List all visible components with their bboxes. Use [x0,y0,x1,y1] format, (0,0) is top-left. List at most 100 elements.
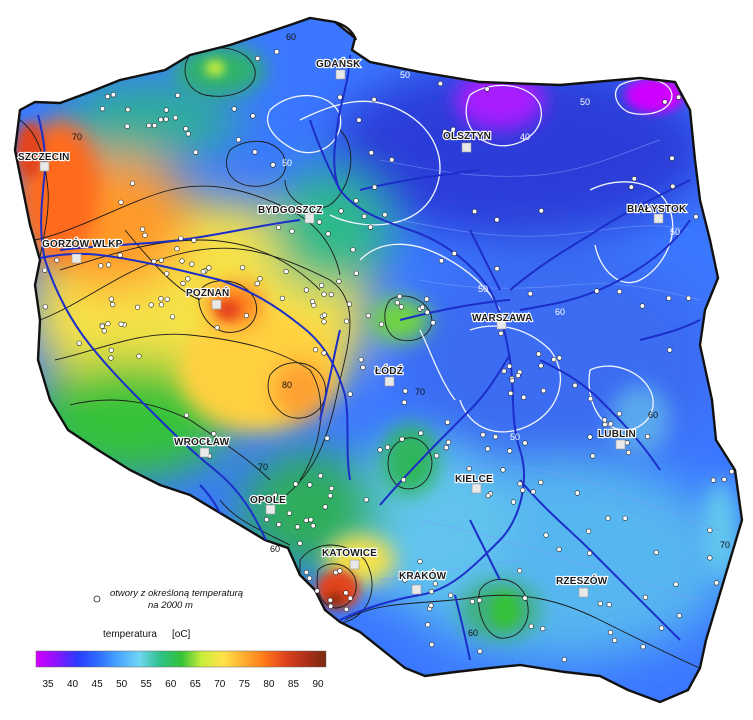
measurement-point [538,208,544,214]
measurement-point [309,298,316,305]
measurement-point [343,318,350,324]
measurement-point [308,517,314,523]
measurement-point [303,517,309,524]
measurement-point [185,276,191,282]
rivers [21,54,701,661]
measurement-point [324,435,330,441]
city-marker [39,161,50,172]
measurement-point [327,597,333,603]
measurement-point [673,581,679,587]
measurement-point [430,320,436,326]
measurement-point [444,419,451,425]
measurement-point [442,129,448,135]
scale-tick-label: 75 [239,679,251,690]
measurement-point [180,280,186,287]
measurement-point [382,212,388,218]
legend-unit: [oC] [172,629,191,640]
measurement-point [675,94,682,100]
measurement-point [297,540,303,547]
measurement-point [136,353,142,359]
measurement-point [707,527,713,533]
measurement-point [642,594,649,601]
isoline-label: 60 [286,32,296,42]
isolines-fine [379,139,721,601]
measurement-point [612,637,618,644]
city-marker [199,447,210,458]
measurement-point [556,355,563,361]
measurement-point [515,372,521,379]
scale-tick-label: 45 [92,679,104,690]
isoline-label: 50 [478,284,488,294]
measurement-point [347,595,353,601]
measurement-point [378,321,385,327]
measurement-point [322,504,328,510]
measurement-point [605,515,611,521]
measurement-point [509,378,515,384]
measurement-point [294,524,301,530]
measurement-point [450,126,456,132]
measurement-point [658,625,665,631]
measurement-point [158,257,164,263]
measurement-point [510,499,517,505]
city-marker [265,504,276,515]
hel-peninsula [334,20,358,41]
measurement-point [183,126,189,132]
measurement-point [377,447,383,453]
measurement-point [480,432,486,438]
measurement-point [616,289,623,295]
measurement-point [693,214,699,220]
measurement-point [279,295,286,302]
measurement-point [179,258,185,264]
measurement-point [574,490,580,496]
city-label: RZESZÓW [556,574,608,587]
measurement-point [662,99,668,105]
measurement-point [530,489,536,495]
measurement-point [276,224,282,231]
isoline-label: 50 [400,70,410,80]
legend: otwory z określoną temperaturą na 2000 m… [35,588,327,690]
measurement-point [347,391,353,397]
measurement-point [484,86,490,92]
measurement-point [337,568,343,574]
city-lublin: LUBLIN [597,428,637,450]
city-marker [411,584,422,595]
measurement-point [98,263,104,269]
measurement-point [321,350,327,356]
measurement-point [428,602,434,609]
measurement-point [142,232,148,238]
measurement-point [252,149,258,155]
city-label: BIAŁYSTOK [627,204,687,215]
scale-tick-label: 90 [312,679,324,690]
measurement-point [666,295,672,301]
measurement-point [76,340,82,346]
measurement-point [289,228,295,234]
city-olsztyn: OLSZTYN [442,130,492,153]
measurement-point [676,612,682,619]
measurement-point [303,287,310,293]
city-marker [304,213,315,224]
measurement-point [158,116,164,123]
measurement-point [158,302,165,308]
measurement-point [328,291,334,298]
measurement-point [148,302,154,308]
measurement-point [151,258,157,265]
measurement-point [110,301,116,308]
measurement-point [628,184,634,190]
measurement-point [721,476,727,483]
city-marker [461,142,472,153]
measurement-point [197,293,203,299]
measurement-point [343,606,350,613]
measurement-point [124,123,130,129]
city-marker [384,376,395,387]
city-marker [578,587,589,598]
measurement-point [707,555,713,561]
city-krakow: KRAKÓW [398,568,448,595]
city-bydgoszcz: BYDGOSZCZ [257,204,323,224]
city-label: POZNAŃ [186,286,229,299]
city-lodz: ŁÓDŹ [374,363,404,387]
isoline-label: 70 [258,462,268,472]
measurement-point [211,431,217,437]
measurement-point [350,247,356,253]
measurement-point [183,412,190,418]
